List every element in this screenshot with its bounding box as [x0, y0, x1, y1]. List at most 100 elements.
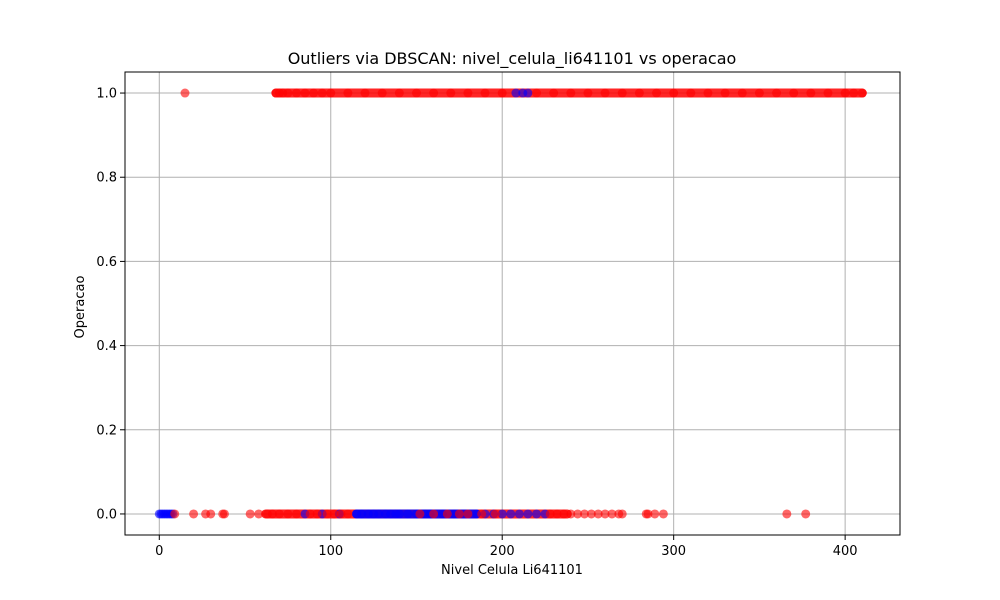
data-point — [514, 509, 524, 519]
data-point — [754, 88, 764, 98]
data-point — [343, 509, 353, 519]
x-axis-label: Nivel Celula Li641101 — [441, 563, 583, 578]
y-tick-label: 0.4 — [96, 339, 117, 354]
data-point — [720, 88, 730, 98]
data-point — [789, 88, 799, 98]
data-point — [446, 88, 456, 98]
data-point — [490, 509, 500, 519]
x-tick-label: 300 — [661, 544, 686, 559]
data-point — [772, 88, 782, 98]
plot-frame — [124, 71, 901, 536]
data-point — [607, 509, 617, 519]
data-point — [586, 509, 596, 519]
data-point — [322, 509, 332, 519]
data-point — [617, 88, 627, 98]
data-point — [566, 88, 576, 98]
data-point — [650, 509, 660, 519]
data-point — [326, 88, 336, 98]
data-point — [703, 88, 713, 98]
data-point — [442, 509, 452, 519]
data-point — [463, 88, 473, 98]
data-point — [300, 88, 310, 98]
data-point — [415, 509, 425, 519]
data-point — [283, 88, 293, 98]
data-point — [374, 509, 384, 519]
data-point — [377, 88, 387, 98]
data-point — [593, 509, 603, 519]
data-point — [823, 88, 833, 98]
data-point — [189, 509, 199, 519]
data-point — [737, 88, 747, 98]
data-point — [532, 88, 542, 98]
data-point — [652, 88, 662, 98]
data-point — [686, 88, 696, 98]
data-point — [254, 509, 264, 519]
data-point — [463, 509, 473, 519]
data-point — [274, 509, 284, 519]
data-point — [403, 509, 413, 519]
y-axis-ticks: 0.0 0.2 0.4 0.6 0.8 1.0 — [96, 87, 125, 522]
data-point — [806, 88, 816, 98]
data-point — [573, 509, 583, 519]
y-axis-label: Operacao — [73, 276, 88, 339]
data-point — [429, 88, 439, 98]
data-point — [454, 509, 464, 519]
data-point — [317, 88, 327, 98]
data-point — [849, 88, 859, 98]
x-tick-label: 0 — [155, 544, 163, 559]
data-point — [336, 509, 346, 519]
data-point — [312, 509, 322, 519]
data-point — [549, 88, 559, 98]
data-point — [283, 509, 293, 519]
data-point — [669, 88, 679, 98]
data-point — [170, 509, 180, 519]
data-point — [309, 88, 319, 98]
y-tick-label: 0.8 — [96, 171, 117, 186]
data-point — [219, 509, 229, 519]
data-point — [634, 88, 644, 98]
y-tick-label: 0.0 — [96, 507, 117, 522]
data-point — [497, 88, 507, 98]
data-point — [658, 509, 668, 519]
data-point — [643, 509, 653, 519]
data-point — [506, 509, 516, 519]
x-tick-label: 100 — [318, 544, 343, 559]
data-point — [411, 88, 421, 98]
data-point — [291, 88, 301, 98]
data-point — [559, 509, 569, 519]
chart-title: Outliers via DBSCAN: nivel_celula_li6411… — [288, 49, 737, 69]
data-point — [180, 88, 190, 98]
data-point — [360, 88, 370, 98]
data-point — [857, 88, 867, 98]
data-point — [206, 509, 216, 519]
data-point — [245, 509, 255, 519]
y-tick-label: 0.2 — [96, 423, 117, 438]
data-point — [477, 509, 487, 519]
data-point — [801, 509, 811, 519]
data-point — [267, 509, 277, 519]
data-point — [583, 88, 593, 98]
data-point — [429, 509, 439, 519]
data-point — [343, 88, 353, 98]
data-point — [523, 88, 533, 98]
data-point — [497, 509, 507, 519]
data-point — [480, 88, 490, 98]
data-point — [291, 509, 301, 519]
data-point — [600, 88, 610, 98]
data-point — [552, 509, 562, 519]
data-point — [600, 509, 610, 519]
data-point — [329, 509, 339, 519]
data-point — [532, 509, 542, 519]
x-axis-ticks: 0 100 200 300 400 — [155, 535, 858, 559]
x-tick-label: 200 — [490, 544, 515, 559]
data-point — [523, 509, 533, 519]
data-point — [357, 509, 367, 519]
data-points — [154, 88, 867, 519]
y-tick-label: 0.6 — [96, 255, 117, 270]
data-point — [840, 88, 850, 98]
data-point — [305, 509, 315, 519]
data-point — [617, 509, 627, 519]
data-point — [394, 88, 404, 98]
